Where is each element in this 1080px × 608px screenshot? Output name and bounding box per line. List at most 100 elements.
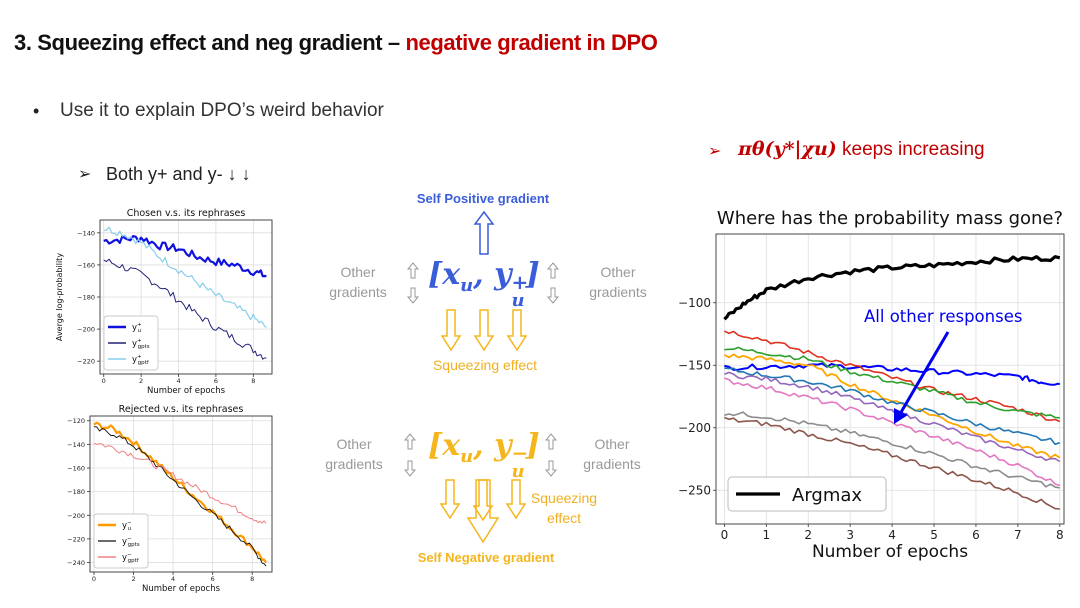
legend-box	[103, 315, 159, 371]
chart-title: Where has the probability mass gone?	[717, 208, 1063, 229]
squeeze-arrows-top-icon	[441, 309, 527, 352]
series-line-y-u--	[93, 421, 268, 564]
x-tick-label: 0	[92, 575, 96, 583]
y-tick-label: −140	[77, 229, 95, 237]
self-positive-gradient-label: Self Positive gradient	[416, 191, 550, 206]
y-tick-label: −250	[678, 483, 711, 497]
x-tick-label: 2	[139, 377, 143, 385]
series-line-pink	[724, 377, 1060, 487]
y-axis-label: Averge log-probability	[55, 253, 64, 341]
y-tick-label: −240	[67, 559, 85, 567]
series-line-gray	[724, 411, 1060, 489]
y-tick-label: −140	[67, 441, 85, 449]
chart-chosen: Chosen v.s. its rephrases 0 2 4 6 8 −140 −160 −1…	[55, 208, 273, 396]
chart-probability-mass: Where has the probability mass gone? 0 1 2 3…	[678, 208, 1065, 562]
x-tick-label: 8	[1056, 528, 1064, 542]
pair-positive-y-sup: +	[511, 270, 529, 294]
x-tick-label: 8	[250, 575, 254, 583]
series-line-blue	[724, 362, 1060, 386]
x-tick-label: 0	[721, 528, 729, 542]
self-positive-arrow-icon	[473, 210, 495, 255]
legend-label: y+ gptf	[132, 354, 150, 366]
pair-positive: [xu, y + u]	[428, 257, 540, 311]
x-tick-label: 4	[888, 528, 896, 542]
legend-label: y− gptf	[122, 552, 140, 564]
pair-negative-x-sub: u	[460, 446, 474, 467]
squeezing-effect-bottom-text: Squeezing effect	[530, 490, 598, 526]
y-tick-label: −180	[77, 294, 95, 302]
series-line-teal	[724, 367, 1061, 445]
series-line-y-gpts--	[93, 426, 267, 567]
series-line-purple	[724, 371, 1061, 463]
x-tick-label: 6	[972, 528, 980, 542]
y-tick-label: −150	[678, 358, 711, 372]
chart-title: Rejected v.s. its rephrases	[119, 404, 244, 415]
other-gradients-bottom-right-arrows-icon	[544, 433, 558, 477]
y-tick-label: −200	[77, 326, 95, 334]
x-tick-label: 6	[214, 377, 218, 385]
squeeze-arrows-bottom-icon	[440, 479, 526, 544]
pair-negative-y-sup: −	[511, 441, 529, 465]
x-tick-label: 4	[171, 575, 175, 583]
x-axis-label: Number of epochs	[147, 386, 226, 396]
other-gradients-bottom-left: Other gradients	[314, 434, 394, 474]
plot-frame	[89, 415, 273, 573]
other-gradients-bottom-right: Other gradients	[572, 434, 652, 474]
plot-frame	[99, 219, 273, 375]
pair-negative: [xu, y − u]	[428, 428, 540, 482]
pair-negative-x: x	[442, 428, 461, 463]
series-line-red	[724, 330, 1061, 423]
x-tick-label: 8	[251, 377, 255, 385]
series-line-green	[724, 346, 1060, 419]
squeezing-effect-top-label: Squeezing effect	[432, 357, 538, 373]
pair-positive-y: y	[494, 257, 512, 292]
y-tick-label: −160	[77, 261, 95, 269]
pair-negative-y: y	[494, 428, 512, 463]
pair-positive-x: x	[442, 257, 461, 292]
other-gradients-bottom-left-text: Other gradients	[325, 436, 383, 472]
y-tick-label: −160	[67, 465, 85, 473]
slide-title: 3. Squeezing effect and neg gradient – n…	[14, 30, 658, 56]
y-tick-label: −120	[67, 417, 85, 425]
pair-positive-y-sub: u	[511, 290, 525, 311]
x-tick-label: 6	[211, 575, 215, 583]
other-gradients-top-right-arrows-icon	[546, 262, 560, 304]
annotation-arrowhead-icon	[894, 408, 908, 424]
x-axis-label: Number of epochs	[812, 542, 968, 562]
y-tick-label: −220	[67, 535, 85, 543]
series-line-brown	[724, 416, 1060, 510]
series-line-y-gpts--	[103, 258, 267, 360]
other-gradients-top-left: Other gradients	[318, 262, 398, 302]
chart-title: Chosen v.s. its rephrases	[127, 208, 246, 219]
x-axis-label: Number of epochs	[142, 584, 221, 594]
x-tick-label: 4	[176, 377, 180, 385]
pair-negative-y-sub: u	[511, 461, 525, 482]
pair-positive-x-sub: u	[460, 275, 474, 296]
bullet-text: Use it to explain DPO’s weird behavior	[60, 100, 384, 121]
x-tick-label: 1	[762, 528, 770, 542]
y-tick-label: −200	[678, 421, 711, 435]
plot-frame	[715, 233, 1065, 525]
y-tick-label: −220	[77, 358, 95, 366]
right-claim: πθ(y*|χu) keeps increasing	[738, 138, 985, 161]
other-gradients-top-left-text: Other gradients	[329, 264, 387, 300]
y-tick-label: −200	[67, 512, 85, 520]
bullet-dot: •	[33, 101, 40, 121]
squeezing-effect-bottom-label: Squeezing effect	[526, 488, 602, 528]
legend-label: y− gpts	[122, 536, 140, 548]
x-tick-label: 0	[102, 377, 106, 385]
x-tick-label: 2	[804, 528, 812, 542]
right-claim-text: keeps increasing	[836, 139, 985, 160]
title-highlight: negative gradient in DPO	[405, 30, 658, 55]
other-gradients-bottom-left-arrows-icon	[403, 433, 417, 477]
series-line-y-gptf--	[103, 226, 267, 328]
other-gradients-top-right: Other gradients	[578, 262, 658, 302]
annotation-arrow-icon	[898, 331, 950, 415]
pi-formula: πθ(y*|χu)	[738, 138, 837, 160]
right-claim-arrow-icon: ➢	[708, 143, 722, 160]
legend-label: y+ gpts	[132, 338, 150, 350]
legend-box	[727, 476, 887, 512]
series-line-Argmax	[723, 255, 1061, 321]
x-tick-label: 5	[930, 528, 938, 542]
legend-box	[93, 513, 149, 569]
